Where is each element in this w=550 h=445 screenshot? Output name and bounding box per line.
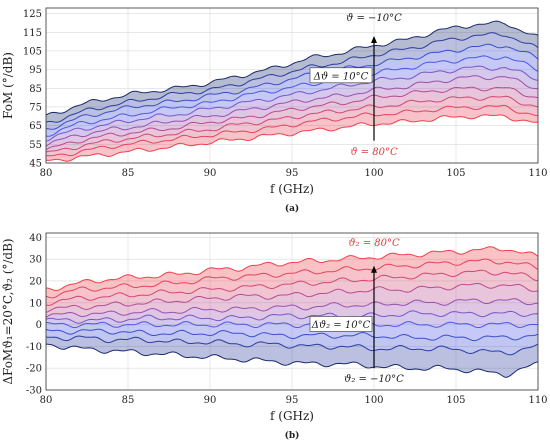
band-fill (46, 66, 538, 147)
series-line-9 (45, 114, 539, 162)
x-tick-label: 110 (528, 168, 547, 179)
y-tick-label: 65 (29, 121, 42, 132)
x-tick-label: 95 (286, 168, 299, 179)
x-tick-label: 110 (528, 395, 547, 406)
series-line-8 (45, 335, 539, 356)
y-tick-label: 75 (29, 102, 42, 113)
series-line-4 (45, 65, 539, 142)
annotation-top: ϑ = −10°C (346, 13, 402, 24)
series-line-2 (45, 43, 539, 130)
x-tick-label: 85 (122, 168, 135, 179)
series-line-5 (45, 75, 539, 147)
series-line-6 (45, 86, 539, 151)
series-line-9 (45, 343, 539, 378)
band-fills (46, 246, 538, 378)
y-tick-label: 85 (29, 84, 42, 95)
y-axis-label: ΔFoMϑ₁=20°C,ϑ₂ (°/dB) (1, 238, 15, 384)
y-tick-label: -30 (26, 386, 42, 397)
x-axis-label: f (GHz) (270, 409, 314, 423)
x-tick-label: 80 (40, 395, 53, 406)
band-fill (46, 32, 538, 130)
x-axis-label: f (GHz) (270, 182, 314, 196)
subfigure-label: (a) (285, 203, 299, 214)
series-line-5 (45, 310, 539, 324)
y-tick-label: 115 (23, 28, 42, 39)
band-fill (46, 283, 538, 318)
series-line-1 (45, 32, 539, 123)
x-tick-label: 95 (286, 395, 299, 406)
annotation-bottom: ϑ₂ = −10°C (344, 374, 404, 385)
band-fill (46, 55, 538, 142)
x-tick-label: 105 (446, 395, 465, 406)
series-line-2 (45, 269, 539, 306)
x-tick-label: 100 (364, 395, 383, 406)
annotation-middle: Δϑ₂ = 10°C (311, 320, 371, 331)
panel-b: 80 85 90 95 100 105 110 -30 -20 -10 0 10 20 30 40 f (GH… (1, 232, 548, 441)
y-tick-label: -20 (26, 364, 42, 375)
series-line-0 (45, 246, 539, 291)
y-tick-label: 10 (29, 298, 42, 309)
band-fill (46, 270, 538, 313)
y-tick-label: 125 (23, 9, 42, 20)
band-fill (46, 87, 538, 153)
annotation-top: ϑ₂ = 80°C (348, 238, 400, 249)
band-fill (46, 44, 538, 137)
annotation-middle-box (309, 67, 373, 84)
x-tick-label: 90 (204, 395, 217, 406)
band-fill (46, 75, 538, 150)
x-tick-label: 90 (204, 168, 217, 179)
band-fill (46, 298, 538, 324)
y-tick-label: 0 (36, 320, 42, 331)
series-line-4 (45, 298, 539, 318)
x-tick-label: 100 (364, 168, 383, 179)
grid (45, 8, 539, 164)
y-tick-label: 55 (29, 140, 42, 151)
y-tick-label: 20 (29, 276, 42, 287)
y-tick-label: 40 (29, 233, 42, 244)
y-tick-label: -10 (26, 342, 42, 353)
series-line-3 (45, 283, 539, 313)
x-tick-label: 85 (122, 395, 135, 406)
y-tick-label: 45 (29, 159, 42, 170)
panel-a: 80 85 90 95 100 105 110 45 55 65 75 85 95 105 115 125 f … (1, 7, 548, 214)
annotation-bottom: ϑ = 80°C (350, 147, 398, 158)
band-fill (46, 321, 538, 341)
arrow-head (371, 36, 377, 44)
arrow-head (371, 265, 377, 273)
band-fill (46, 336, 538, 378)
series-line-8 (45, 104, 539, 157)
plot-frame (45, 232, 539, 391)
y-axis-label: FoM (°/dB) (1, 52, 15, 119)
series-line-7 (45, 328, 539, 342)
y-tick-label: 95 (29, 65, 42, 76)
annotation-middle: Δϑ = 10°C (313, 71, 369, 82)
band-fill (46, 246, 538, 298)
band-fill (46, 96, 538, 156)
series-line-6 (45, 321, 539, 329)
x-tick-label: 80 (40, 168, 53, 179)
plot-frame (45, 7, 539, 164)
band-fill (46, 259, 538, 306)
band-fill (46, 329, 538, 355)
series-line-3 (45, 55, 539, 137)
y-tick-label: 105 (23, 46, 42, 57)
series-lines (45, 20, 539, 162)
series-line-7 (45, 95, 539, 153)
series-lines (45, 246, 539, 378)
series-line-1 (45, 258, 539, 299)
y-tick-label: 30 (29, 255, 42, 266)
annotation-middle-box (309, 316, 373, 332)
series-line-0 (45, 20, 539, 116)
x-tick-label: 105 (446, 168, 465, 179)
subfigure-label: (b) (285, 430, 300, 441)
